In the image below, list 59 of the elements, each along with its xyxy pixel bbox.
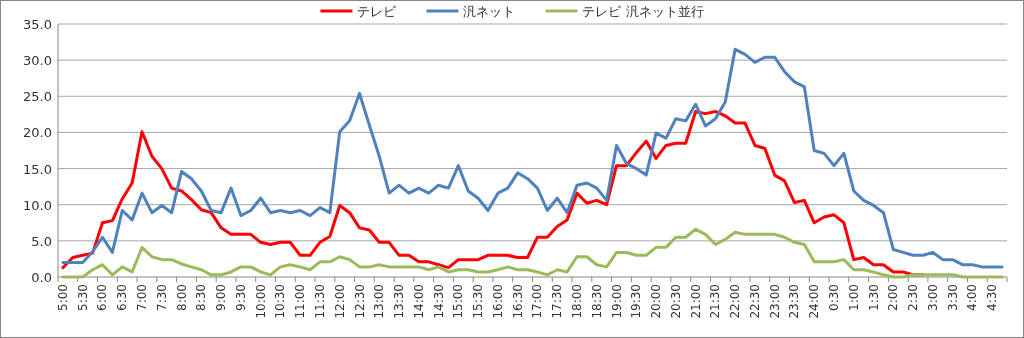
x-tick-label: 1:00 bbox=[846, 284, 861, 311]
x-tick-label: 20:00 bbox=[649, 284, 664, 319]
x-tick-label: 16:30 bbox=[510, 284, 525, 319]
x-tick-label: 7:00 bbox=[135, 284, 150, 311]
x-tick-label: 19:30 bbox=[629, 284, 644, 319]
x-tick-label: 22:00 bbox=[728, 284, 743, 319]
y-tick-label: 0.0 bbox=[31, 270, 52, 285]
x-tick-label: 2:30 bbox=[906, 284, 921, 311]
x-tick-label: 4:00 bbox=[965, 284, 980, 311]
x-tick-label: 17:30 bbox=[550, 284, 565, 319]
y-tick-label: 10.0 bbox=[23, 197, 52, 213]
x-tick-label: 18:00 bbox=[569, 284, 584, 319]
y-tick-label: 35.0 bbox=[23, 17, 52, 32]
x-tick-label: 5:30 bbox=[75, 284, 90, 311]
x-tick-label: 12:00 bbox=[332, 284, 347, 319]
x-tick-label: 7:30 bbox=[154, 284, 169, 311]
x-tick-label: 6:00 bbox=[95, 284, 110, 311]
x-tick-label: 6:30 bbox=[115, 284, 130, 311]
x-tick-label: 11:30 bbox=[312, 284, 327, 319]
legend-label: テレビ 汎ネット並行 bbox=[582, 4, 704, 19]
x-tick-label: 23:00 bbox=[767, 284, 782, 319]
x-tick-label: 13:30 bbox=[392, 284, 407, 319]
x-tick-label: 4:30 bbox=[985, 284, 1000, 311]
x-tick-label: 3:00 bbox=[925, 284, 940, 311]
y-tick-label: 25.0 bbox=[23, 89, 52, 105]
x-tick-label: 14:30 bbox=[431, 284, 446, 319]
x-tick-label: 10:30 bbox=[273, 284, 288, 319]
x-tick-label: 23:30 bbox=[787, 284, 802, 319]
x-tick-label: 22:30 bbox=[747, 284, 762, 319]
x-tick-label: 3:30 bbox=[945, 284, 960, 311]
x-tick-label: 15:30 bbox=[471, 284, 486, 319]
x-tick-label: 5:00 bbox=[55, 284, 70, 311]
y-tick-label: 20.0 bbox=[23, 125, 52, 141]
x-tick-label: 8:30 bbox=[194, 284, 209, 311]
y-tick-label: 5.0 bbox=[31, 233, 52, 249]
x-tick-label: 14:00 bbox=[411, 284, 426, 319]
y-tick-label: 30.0 bbox=[23, 53, 52, 69]
x-tick-label: 19:00 bbox=[609, 284, 624, 319]
x-tick-label: 17:00 bbox=[530, 284, 545, 319]
x-tick-label: 10:00 bbox=[253, 284, 268, 319]
x-tick-label: 12:30 bbox=[352, 284, 367, 319]
x-tick-label: 13:00 bbox=[372, 284, 387, 319]
x-tick-label: 21:30 bbox=[708, 284, 723, 319]
x-tick-label: 20:30 bbox=[668, 284, 683, 319]
x-tick-label: 8:00 bbox=[174, 284, 189, 311]
x-tick-label: 9:00 bbox=[214, 284, 229, 311]
x-tick-label: 24:00 bbox=[807, 284, 822, 319]
x-tick-label: 1:30 bbox=[866, 284, 881, 311]
legend-label: テレビ bbox=[357, 4, 398, 19]
legend-label: 汎ネット bbox=[463, 4, 516, 19]
x-tick-label: 15:00 bbox=[451, 284, 466, 319]
x-tick-label: 16:00 bbox=[490, 284, 505, 319]
x-tick-label: 11:00 bbox=[293, 284, 308, 319]
x-tick-label: 0:30 bbox=[827, 284, 842, 311]
x-tick-label: 18:30 bbox=[589, 284, 604, 319]
x-tick-label: 9:30 bbox=[233, 284, 248, 311]
x-tick-label: 2:00 bbox=[886, 284, 901, 311]
y-tick-label: 15.0 bbox=[23, 161, 52, 177]
x-tick-label: 21:00 bbox=[688, 284, 703, 319]
